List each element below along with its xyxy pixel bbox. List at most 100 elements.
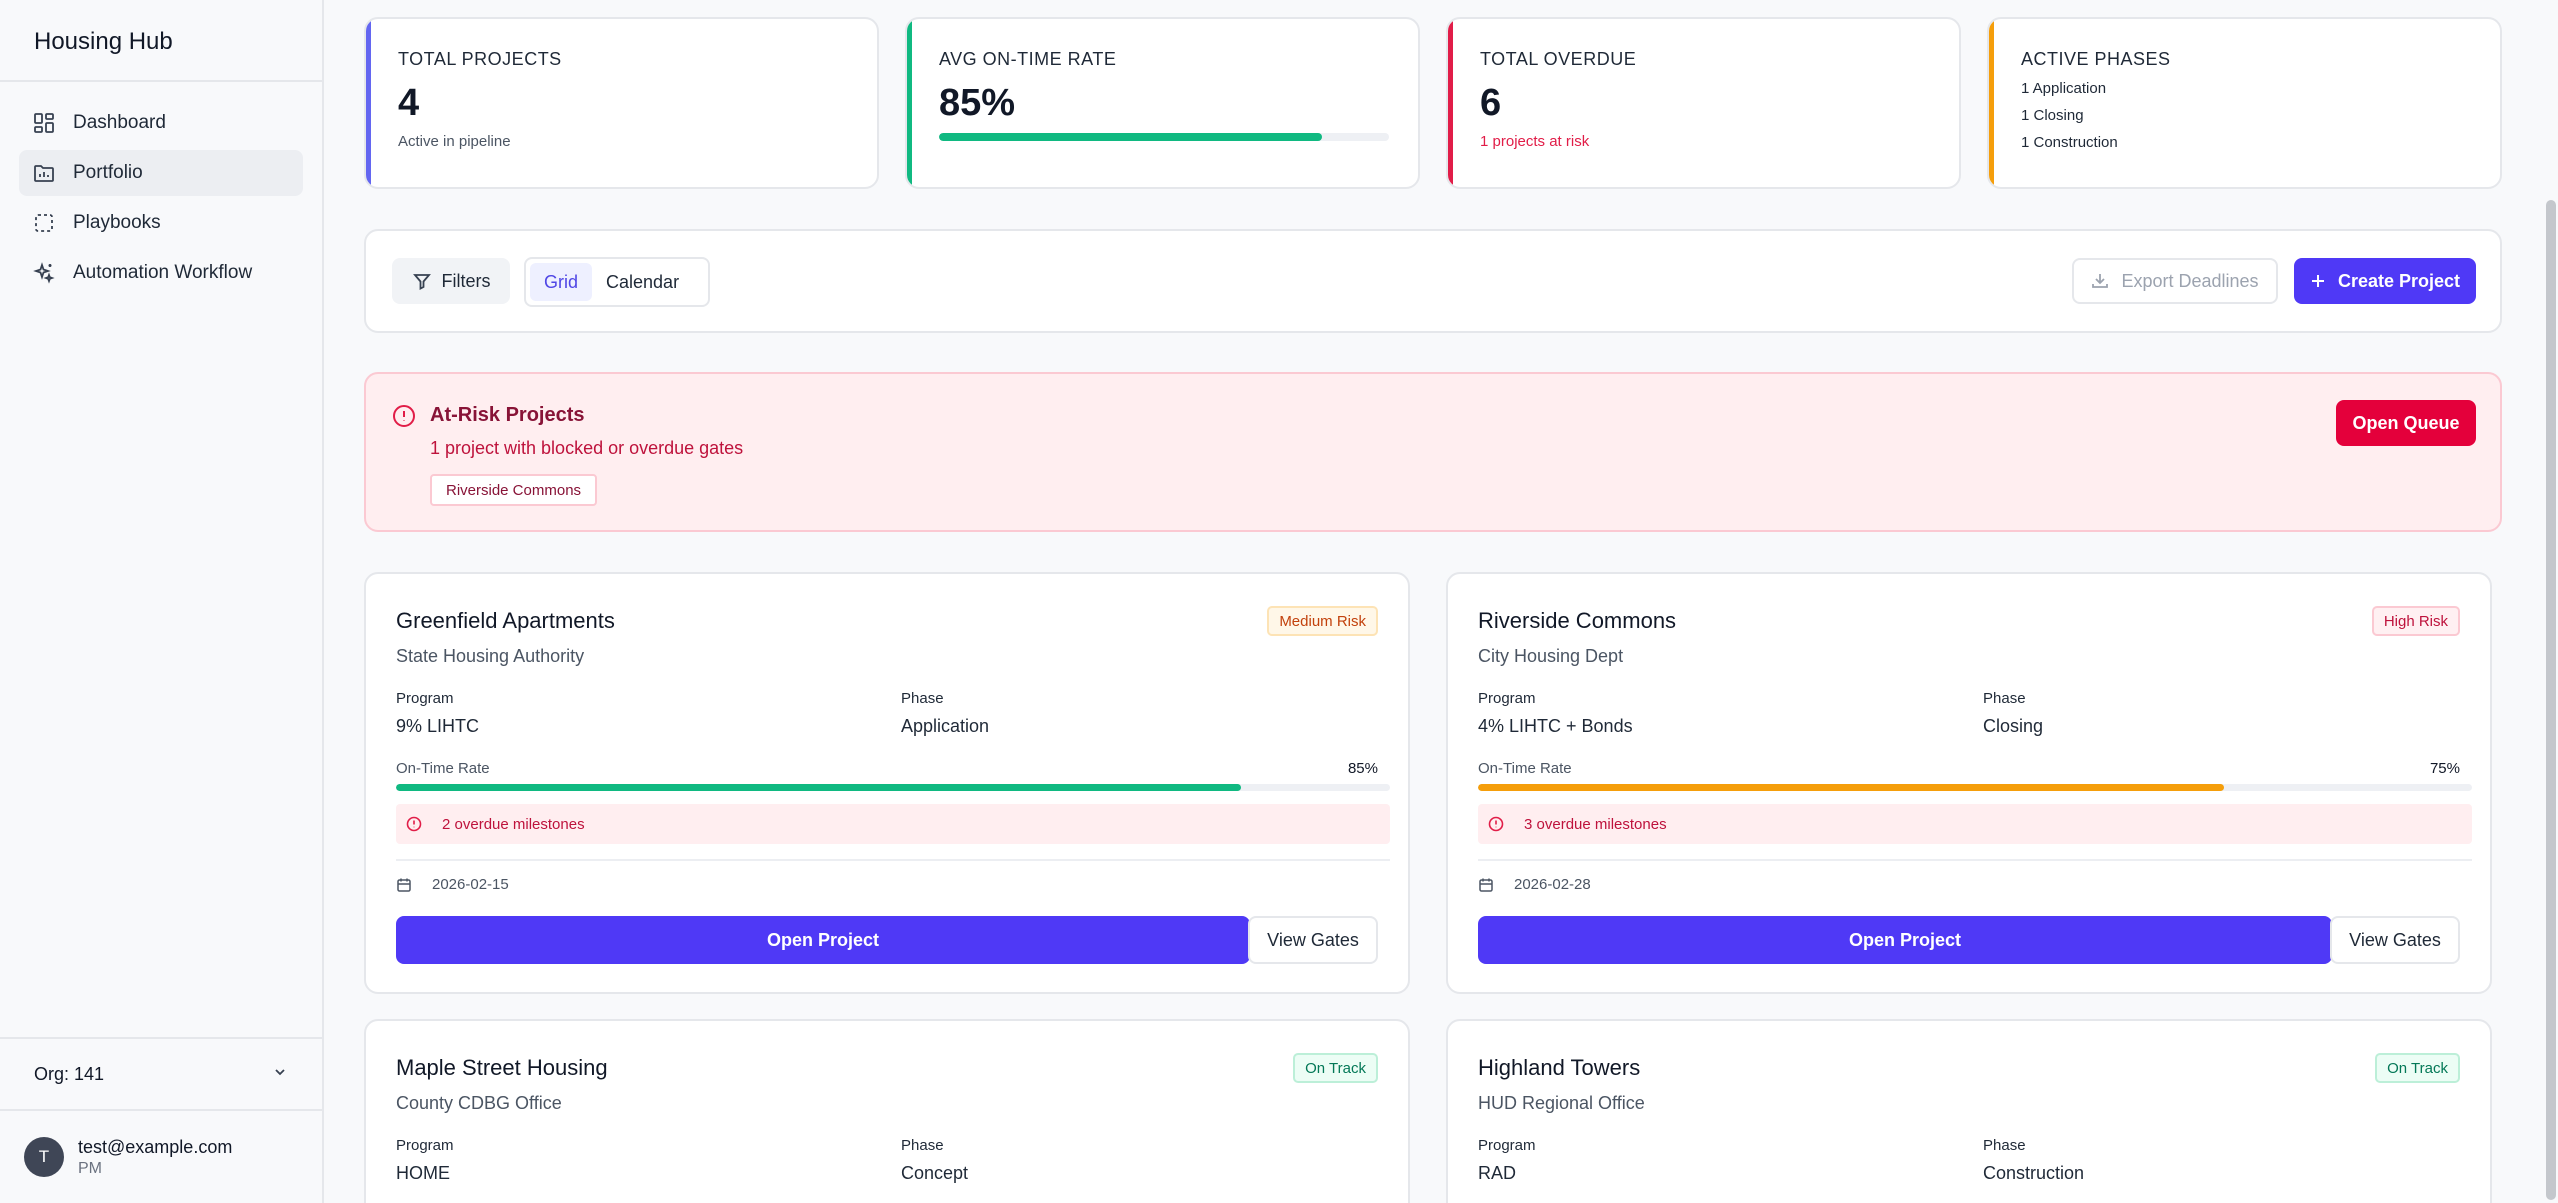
- stat-value: 4: [398, 82, 420, 124]
- filters-label: Filters: [441, 270, 491, 291]
- dashboard-grid-icon: [33, 112, 55, 134]
- create-label: Create Project: [2337, 270, 2461, 291]
- calendar-icon: [1478, 877, 1504, 893]
- filter-funnel-icon: [412, 271, 432, 291]
- sidebar-item-automation-workflow[interactable]: Automation Workflow: [19, 250, 303, 296]
- phase-label: Phase: [1983, 690, 2026, 707]
- project-card: Highland Towers HUD Regional Office On T…: [1446, 1019, 2492, 1203]
- stats-row: TOTAL PROJECTS 4 Active in pipeline AVG …: [364, 17, 2502, 189]
- stat-card-total-overdue: TOTAL OVERDUE 6 1 projects at risk: [1446, 17, 1961, 189]
- org-selector[interactable]: Org: 141: [0, 1037, 322, 1111]
- stat-card-active-phases: ACTIVE PHASES 1 Application 1 Closing 1 …: [1987, 17, 2502, 189]
- phase-line: 1 Closing: [2021, 107, 2084, 124]
- filters-button[interactable]: Filters: [392, 258, 510, 304]
- project-date: 2026-02-28: [1478, 876, 1591, 893]
- stat-subtext: Active in pipeline: [398, 133, 511, 150]
- program-value: 4% LIHTC + Bonds: [1478, 716, 1633, 736]
- program-value: 9% LIHTC: [396, 716, 480, 736]
- export-label: Export Deadlines: [2121, 270, 2259, 291]
- export-deadlines-button[interactable]: Export Deadlines: [2072, 258, 2278, 304]
- sparkles-icon: [33, 262, 55, 284]
- org-label: Org: 141: [34, 1063, 105, 1084]
- at-risk-project-chip[interactable]: Riverside Commons: [430, 474, 598, 506]
- project-agency: City Housing Dept: [1478, 646, 1624, 666]
- sidebar-item-playbooks[interactable]: Playbooks: [19, 200, 303, 246]
- sidebar: Housing Hub Dashboard Portfolio Playbook…: [0, 0, 324, 1203]
- on-time-rate-label: On-Time Rate: [1478, 760, 1572, 777]
- view-gates-button[interactable]: View Gates: [2330, 916, 2460, 964]
- phase-value: Concept: [901, 1163, 969, 1183]
- stat-label: ACTIVE PHASES: [2021, 49, 2171, 69]
- program-label: Program: [396, 1137, 454, 1154]
- progress-fill: [939, 133, 1322, 141]
- project-name: Maple Street Housing: [396, 1055, 608, 1080]
- program-label: Program: [1478, 690, 1536, 707]
- open-queue-button[interactable]: Open Queue: [2336, 400, 2476, 446]
- open-project-button[interactable]: Open Project: [396, 916, 1250, 964]
- on-time-progress-bar: [939, 133, 1389, 141]
- program-label: Program: [396, 690, 454, 707]
- alert-circle-icon: [392, 404, 416, 433]
- stat-card-on-time-rate: AVG ON-TIME RATE 85%: [905, 17, 1420, 189]
- project-agency: HUD Regional Office: [1478, 1093, 1645, 1113]
- create-project-button[interactable]: Create Project: [2294, 258, 2476, 304]
- phase-value: Construction: [1983, 1163, 2085, 1183]
- status-badge: On Track: [1293, 1053, 1378, 1083]
- stat-label: TOTAL PROJECTS: [398, 49, 562, 69]
- stat-value: 6: [1480, 82, 1502, 124]
- project-name: Riverside Commons: [1478, 608, 1677, 633]
- overdue-text: 3 overdue milestones: [1524, 815, 1667, 833]
- on-time-rate-bar: [396, 784, 1390, 791]
- sidebar-item-portfolio[interactable]: Portfolio: [19, 150, 303, 196]
- stat-card-total-projects: TOTAL PROJECTS 4 Active in pipeline: [364, 17, 879, 189]
- alert-circle-icon: [1488, 816, 1514, 832]
- phase-line: 1 Construction: [2021, 134, 2118, 151]
- project-date: 2026-02-15: [396, 876, 509, 893]
- sidebar-item-dashboard[interactable]: Dashboard: [19, 100, 303, 146]
- calendar-icon: [396, 877, 422, 893]
- alert-title: At-Risk Projects: [430, 404, 585, 426]
- app-title: Housing Hub: [0, 0, 322, 82]
- sidebar-item-label: Automation Workflow: [73, 262, 253, 283]
- program-value: HOME: [396, 1163, 450, 1183]
- sidebar-nav: Dashboard Portfolio Playbooks Automation…: [0, 82, 322, 318]
- playbooks-dashed-box-icon: [33, 212, 55, 234]
- open-project-button[interactable]: Open Project: [1478, 916, 2332, 964]
- alert-circle-icon: [406, 816, 432, 832]
- view-gates-button[interactable]: View Gates: [1248, 916, 1378, 964]
- project-card: Riverside Commons City Housing Dept High…: [1446, 572, 2492, 994]
- stat-subtext: 1 projects at risk: [1480, 133, 1590, 150]
- on-time-rate-value: 75%: [2429, 760, 2460, 777]
- view-grid-button[interactable]: Grid: [530, 263, 593, 301]
- user-profile[interactable]: T test@example.com PM: [0, 1111, 322, 1203]
- progress-fill: [396, 784, 1241, 791]
- divider: [1478, 859, 2472, 861]
- alert-subtitle: 1 project with blocked or overdue gates: [430, 438, 744, 458]
- phase-label: Phase: [901, 1137, 944, 1154]
- date-text: 2026-02-28: [1514, 876, 1591, 893]
- toolbar: Filters Grid Calendar Export Deadlines C…: [364, 229, 2502, 333]
- portfolio-folder-icon: [33, 162, 55, 184]
- status-badge: On Track: [2375, 1053, 2460, 1083]
- user-email: test@example.com: [78, 1136, 233, 1157]
- overdue-text: 2 overdue milestones: [442, 815, 585, 833]
- page-scrollbar[interactable]: [2546, 200, 2556, 1200]
- program-value: RAD: [1478, 1163, 1517, 1183]
- on-time-rate-label: On-Time Rate: [396, 760, 490, 777]
- overdue-notice: 2 overdue milestones: [396, 804, 1390, 844]
- download-icon: [2091, 272, 2109, 290]
- divider: [396, 859, 1390, 861]
- risk-badge: Medium Risk: [1267, 606, 1378, 636]
- view-calendar-button[interactable]: Calendar: [606, 271, 680, 292]
- plus-icon: [2310, 273, 2326, 289]
- phase-label: Phase: [1983, 1137, 2026, 1154]
- program-label: Program: [1478, 1137, 1536, 1154]
- chevron-down-icon: [272, 1064, 288, 1085]
- project-name: Highland Towers: [1478, 1055, 1641, 1080]
- project-card: Maple Street Housing County CDBG Office …: [364, 1019, 1410, 1203]
- sidebar-item-label: Playbooks: [73, 212, 161, 233]
- phase-label: Phase: [901, 690, 944, 707]
- phase-value: Application: [901, 716, 990, 736]
- phase-line: 1 Application: [2021, 80, 2107, 97]
- on-time-rate-value: 85%: [1347, 760, 1378, 777]
